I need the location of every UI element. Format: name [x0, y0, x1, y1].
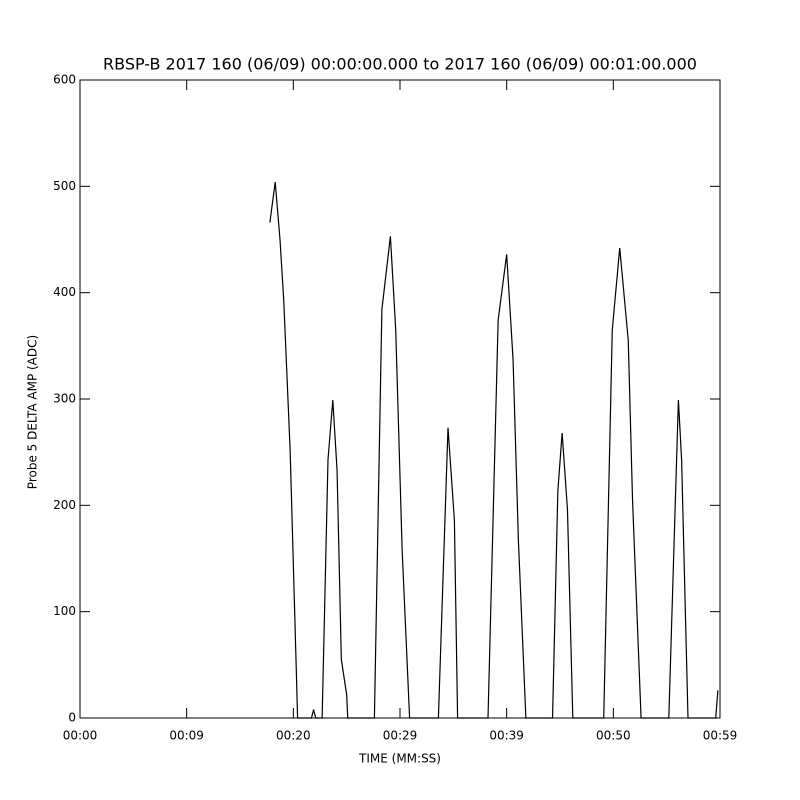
x-tick-label: 00:09 — [169, 729, 204, 743]
y-tick-label: 200 — [53, 498, 76, 512]
y-tick-label: 100 — [53, 604, 76, 618]
y-tick-label: 600 — [53, 73, 76, 87]
chart-title: RBSP-B 2017 160 (06/09) 00:00:00.000 to … — [103, 55, 697, 74]
x-tick-label: 00:29 — [383, 729, 418, 743]
x-tick-label: 00:20 — [276, 729, 311, 743]
y-tick-label: 400 — [53, 285, 76, 299]
x-tick-label: 00:39 — [489, 729, 524, 743]
x-axis-label: TIME (MM:SS) — [358, 752, 441, 766]
x-tick-label: 00:50 — [596, 729, 631, 743]
y-tick-label: 500 — [53, 179, 76, 193]
x-tick-label: 00:59 — [703, 729, 738, 743]
y-tick-label: 300 — [53, 392, 76, 406]
y-tick-label: 0 — [68, 711, 76, 725]
x-tick-label: 00:00 — [63, 729, 98, 743]
data-line — [269, 182, 719, 719]
y-axis-label: Probe 5 DELTA AMP (ADC) — [26, 335, 40, 489]
